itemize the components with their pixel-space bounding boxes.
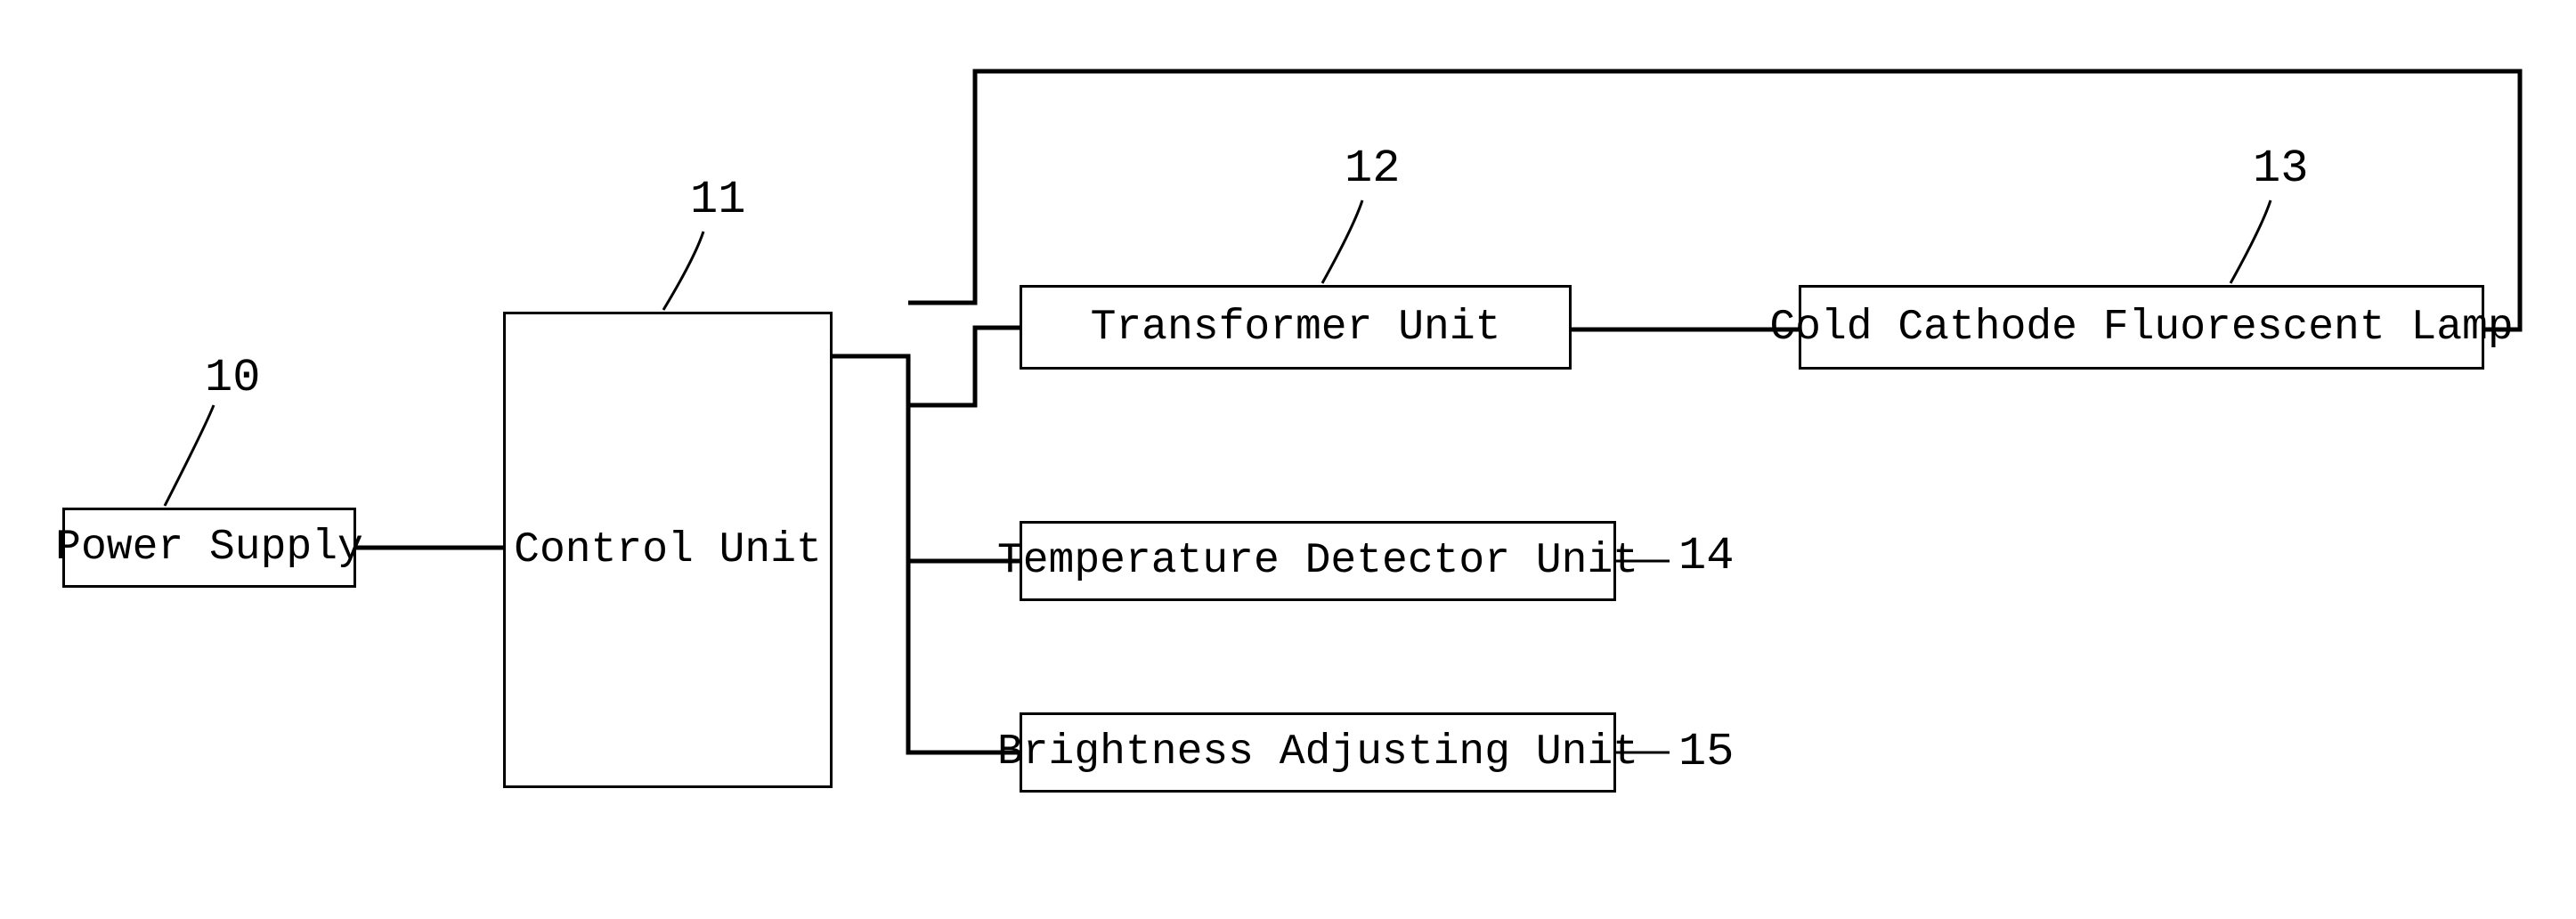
block-label: Brightness Adjusting Unit xyxy=(997,728,1638,777)
block-label: Power Supply xyxy=(55,524,363,572)
block-label: Control Unit xyxy=(514,526,822,574)
ref-label-10: 10 xyxy=(205,352,260,404)
leader-l10 xyxy=(160,401,218,510)
ref-connector-c14 xyxy=(1612,557,1674,565)
block-label: Temperature Detector Unit xyxy=(997,537,1638,585)
ref-label-11: 11 xyxy=(690,174,745,226)
ref-label-14: 14 xyxy=(1678,530,1734,582)
ref-label-15: 15 xyxy=(1678,726,1734,778)
block-control-unit: Control Unit xyxy=(503,312,833,788)
leader-l11 xyxy=(659,227,708,314)
diagram-canvas: Power SupplyControl UnitTransformer Unit… xyxy=(0,0,2576,919)
connector-ccfl-cu xyxy=(902,65,2526,336)
ref-connector-c15 xyxy=(1612,748,1674,757)
block-temp-detector: Temperature Detector Unit xyxy=(1020,521,1616,601)
connector-bus-td xyxy=(902,555,1026,567)
block-power-supply: Power Supply xyxy=(62,508,356,588)
connector-ps-cu xyxy=(350,541,509,554)
block-brightness: Brightness Adjusting Unit xyxy=(1020,712,1616,793)
